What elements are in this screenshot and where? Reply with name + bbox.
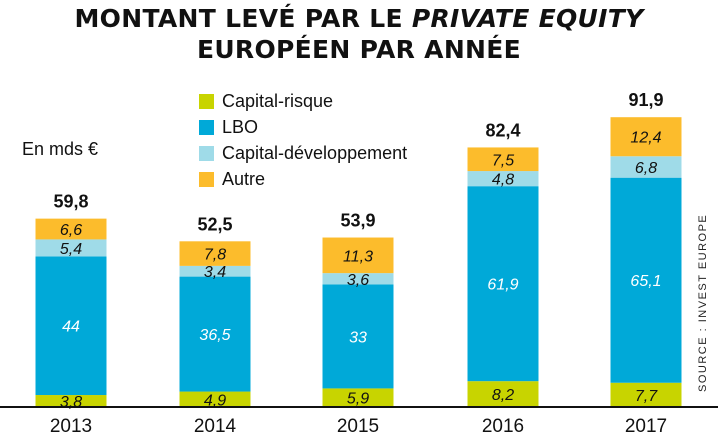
bar-segment-autre-2014 bbox=[179, 241, 251, 266]
bar-segment-capital-developpement-2017 bbox=[610, 156, 682, 178]
data-label-capital-developpement-2016: 4,8 bbox=[492, 172, 514, 189]
data-label-capital-risque-2013: 3,8 bbox=[60, 394, 82, 411]
bar-segment-capital-developpement-2014 bbox=[179, 265, 251, 277]
legend-item-capital-risque: Capital-risque bbox=[199, 88, 407, 114]
title-prefix: MONTANT LEVÉ PAR LE bbox=[74, 4, 412, 33]
data-label-lbo-2017: 65,1 bbox=[630, 273, 661, 290]
data-label-lbo-2015: 33 bbox=[349, 329, 367, 346]
legend-label-capital-developpement: Capital-développement bbox=[222, 142, 408, 163]
data-label-capital-developpement-2013: 5,4 bbox=[60, 241, 82, 258]
data-label-autre-2014: 7,8 bbox=[204, 247, 226, 264]
legend-label-capital-risque: Capital-risque bbox=[222, 90, 334, 111]
data-label-lbo-2013: 44 bbox=[62, 319, 80, 336]
data-label-lbo-2016: 61,9 bbox=[487, 277, 518, 294]
data-label-autre-2013: 6,6 bbox=[60, 222, 82, 239]
total-label-2016: 82,4 bbox=[485, 120, 520, 140]
legend-item-autre: Autre bbox=[199, 166, 407, 192]
legend-item-capital-developpement: Capital-développement bbox=[199, 140, 407, 166]
bar-segment-lbo-2013 bbox=[35, 256, 107, 396]
data-label-autre-2017: 12,4 bbox=[630, 130, 661, 147]
bar-segment-autre-2016 bbox=[467, 147, 539, 172]
bar-segment-autre-2013 bbox=[35, 218, 107, 240]
data-label-capital-developpement-2017: 6,8 bbox=[635, 160, 657, 177]
total-label-2017: 91,9 bbox=[628, 90, 663, 110]
bar-segment-lbo-2017 bbox=[610, 177, 682, 383]
data-label-autre-2016: 7,5 bbox=[492, 152, 514, 169]
total-label-2014: 52,5 bbox=[197, 214, 232, 234]
bar-segment-capital-risque-2014 bbox=[179, 391, 251, 407]
legend-label-autre: Autre bbox=[222, 168, 266, 189]
legend-label-lbo: LBO bbox=[222, 116, 259, 137]
chart-title-line2: EUROPÉEN PAR ANNÉE bbox=[196, 35, 522, 64]
bar-segment-capital-risque-2016 bbox=[467, 381, 539, 407]
bar-segment-lbo-2015 bbox=[322, 284, 394, 389]
legend-item-lbo: LBO bbox=[199, 114, 407, 140]
data-label-lbo-2014: 36,5 bbox=[199, 327, 230, 344]
bar-segment-capital-risque-2017 bbox=[610, 382, 682, 407]
data-label-capital-risque-2017: 7,7 bbox=[635, 388, 658, 405]
total-label-2015: 53,9 bbox=[340, 211, 375, 231]
bar-segment-capital-risque-2015 bbox=[322, 388, 394, 407]
bar-segment-capital-developpement-2013 bbox=[35, 239, 107, 257]
x-tick-label-2013: 2013 bbox=[50, 416, 92, 437]
data-label-capital-risque-2015: 5,9 bbox=[347, 391, 369, 408]
x-tick-label-2016: 2016 bbox=[482, 416, 524, 437]
legend-swatch-capital-developpement bbox=[199, 145, 214, 161]
bar-segment-autre-2015 bbox=[322, 237, 394, 274]
chart-title-line1: MONTANT LEVÉ PAR LE PRIVATE EQUITY bbox=[0, 4, 718, 33]
legend-swatch-autre bbox=[199, 171, 214, 187]
x-tick-label-2015: 2015 bbox=[337, 416, 379, 437]
bar-segment-lbo-2014 bbox=[179, 276, 251, 392]
x-tick-label-2017: 2017 bbox=[625, 416, 667, 437]
legend: Capital-risque LBO Capital-développement… bbox=[199, 88, 407, 192]
data-label-capital-risque-2016: 8,2 bbox=[492, 387, 514, 404]
legend-swatch-lbo bbox=[199, 119, 214, 135]
bar-segment-lbo-2016 bbox=[467, 186, 539, 382]
data-label-autre-2015: 11,3 bbox=[343, 248, 373, 265]
data-label-capital-developpement-2015: 3,6 bbox=[347, 272, 369, 289]
bar-segment-capital-risque-2013 bbox=[35, 395, 107, 407]
title-emphasis: PRIVATE EQUITY bbox=[411, 4, 644, 33]
data-label-capital-risque-2014: 4,9 bbox=[204, 392, 226, 409]
legend-swatch-capital-risque bbox=[199, 93, 214, 109]
bar-segment-capital-developpement-2015 bbox=[322, 273, 394, 285]
data-label-capital-developpement-2014: 3,4 bbox=[204, 264, 226, 281]
bar-segment-capital-developpement-2016 bbox=[467, 171, 539, 187]
bar-segment-autre-2017 bbox=[610, 117, 682, 157]
x-tick-label-2014: 2014 bbox=[194, 416, 237, 437]
unit-label: En mds € bbox=[22, 139, 99, 159]
total-label-2013: 59,8 bbox=[53, 192, 88, 212]
